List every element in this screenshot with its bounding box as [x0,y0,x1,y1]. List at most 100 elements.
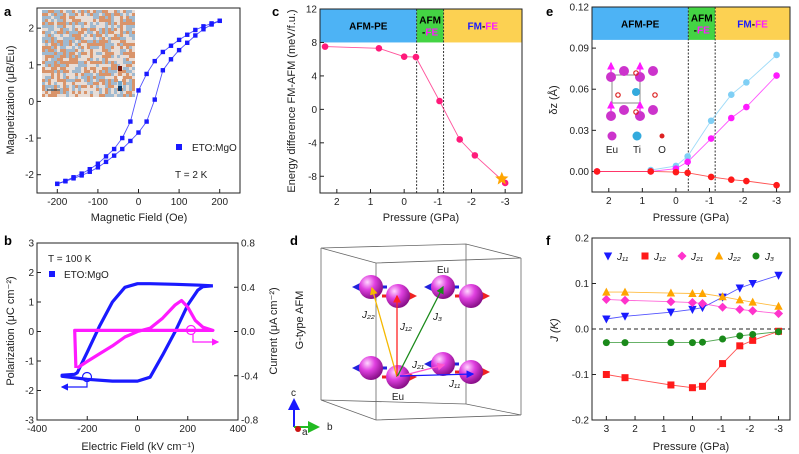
inset-pixel [105,73,108,76]
inset-pixel [57,85,60,88]
inset-pixel [66,46,69,49]
e-data-point [684,158,691,166]
inset-pixel [111,13,114,16]
inset-pixel [66,37,69,40]
inset-pixel [78,58,81,61]
inset-pixel [66,61,69,64]
inset-pixel [132,31,135,34]
inset-pixel [51,94,54,97]
e-data-point [707,117,715,125]
inset-pixel [51,67,54,70]
inset-pixel [123,46,126,49]
inset-pixel [87,76,90,79]
f-data-point [736,342,744,350]
b-y-tick-label: 1 [28,298,34,309]
inset-pixel [132,28,135,31]
inset-pixel [78,46,81,49]
inset-pixel [105,46,108,49]
inset-pixel [75,31,78,34]
inset-pixel [87,40,90,43]
inset-pixel [87,85,90,88]
inset-pixel [129,82,132,85]
a-data-point [176,37,182,43]
a-data-point [144,71,149,77]
inset-pixel [90,46,93,49]
inset-pixel [120,55,123,58]
inset-pixel [126,79,129,82]
e-plot-frame [591,6,791,193]
f-data-point [736,332,744,340]
inset-pixel [132,25,135,28]
inset-pixel [102,37,105,40]
inset-pixel [51,85,54,88]
f-data-point [620,295,630,305]
inset-pixel [42,43,45,46]
eu-atom [386,284,410,308]
inset-pixel [99,79,102,82]
inset-pixel [54,82,57,85]
f-data-point [698,304,707,313]
inset-pixel [114,16,117,19]
inset-pixel [63,34,66,37]
inset-pixel [57,94,60,97]
inset-pixel [123,82,126,85]
inset-pixel [54,16,57,19]
inset-pixel [75,19,78,22]
f-x-tick-label: 0 [690,424,696,435]
inset-pixel [129,43,132,46]
a-data-point [63,179,68,184]
inset-pixel [126,46,129,49]
f-x-tick-label: -2 [745,424,754,435]
inset-pixel [132,13,135,16]
inset-pixel [75,88,78,91]
inset-pixel [75,58,78,61]
b-y2-tick-label: -0.4 [241,371,259,382]
inset-pixel [48,67,51,70]
inset-pixel [78,64,81,67]
inset-pixel [102,85,105,88]
inset-pixel [69,55,72,58]
inset-pixel [90,19,93,22]
inset-pixel [78,40,81,43]
inset-pixel [114,22,117,25]
inset-pixel [99,13,102,16]
inset-pixel [93,67,96,70]
inset-pixel [45,61,48,64]
inset-pixel [132,49,135,52]
f-data-point [748,297,757,306]
f-data-point [688,384,696,392]
inset-pixel [66,10,69,13]
inset-pixel [96,34,99,37]
inset-pixel [75,64,78,67]
d-magnetic-order-label: G-type AFM [294,291,306,350]
inset-pixel [54,52,57,55]
inset-pixel [111,19,114,22]
e-inset-eu-atom [619,66,629,76]
inset-pixel [126,58,129,61]
inset-pixel [129,55,132,58]
inset-pixel [84,73,87,76]
inset-pixel [108,37,111,40]
inset-pixel [114,88,117,91]
panel-label-f: f [546,233,551,248]
inset-pixel [72,91,75,94]
inset-pixel [45,37,48,40]
inset-pixel [129,79,132,82]
inset-pixel [111,43,114,46]
inset-pixel [48,52,51,55]
c-x-tick-label: 1 [368,197,374,208]
inset-pixel [114,73,117,76]
f-data-point [735,304,745,314]
inset-pixel [117,55,120,58]
inset-pixel [54,28,57,31]
inset-pixel [51,61,54,64]
chart-b-polarization: -400 -200 0 200 400 -3 -2 -1 0 1 2 3 -0.8 -0.4 0.0 0.4 0… [25,239,259,436]
inset-pixel [108,13,111,16]
inset-pixel [75,10,78,13]
inset-pixel [114,55,117,58]
e-x-axis-title: Pressure (GPa) [653,212,729,224]
eu-label-bottom: Eu [392,392,404,403]
a-data-point [95,165,101,170]
inset-pixel [72,25,75,28]
inset-pixel [66,64,69,67]
